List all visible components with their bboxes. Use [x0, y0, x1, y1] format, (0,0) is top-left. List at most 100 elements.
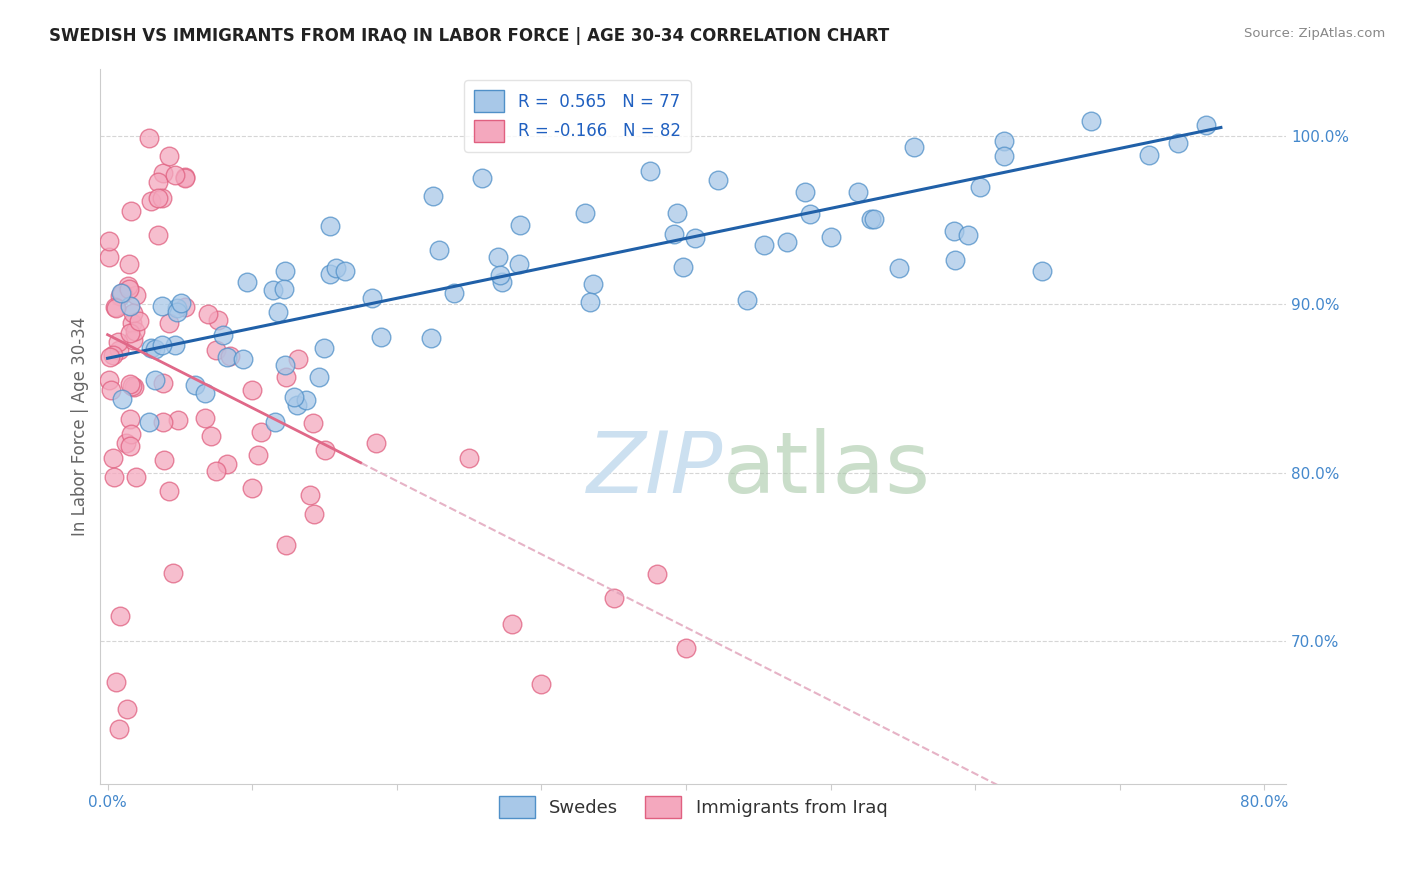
- Point: [117, 702, 139, 716]
- Point: [117, 279, 139, 293]
- Point: [100, 383, 122, 397]
- Point: [361, 291, 384, 305]
- Point: [240, 481, 263, 495]
- Point: [574, 206, 596, 220]
- Point: [174, 169, 197, 184]
- Point: [956, 227, 979, 242]
- Point: [108, 608, 131, 623]
- Point: [335, 264, 357, 278]
- Point: [509, 218, 531, 232]
- Point: [184, 378, 207, 392]
- Point: [118, 326, 141, 340]
- Point: [287, 352, 309, 367]
- Point: [157, 316, 180, 330]
- Point: [205, 464, 228, 478]
- Point: [232, 352, 254, 367]
- Point: [120, 427, 142, 442]
- Point: [420, 331, 443, 345]
- Text: Source: ZipAtlas.com: Source: ZipAtlas.com: [1244, 27, 1385, 40]
- Point: [366, 436, 388, 450]
- Point: [860, 211, 883, 226]
- Point: [314, 442, 336, 457]
- Point: [205, 343, 228, 357]
- Point: [1166, 136, 1188, 150]
- Point: [152, 376, 174, 391]
- Point: [200, 429, 222, 443]
- Point: [993, 134, 1015, 148]
- Point: [110, 285, 132, 300]
- Text: SWEDISH VS IMMIGRANTS FROM IRAQ IN LABOR FORCE | AGE 30-34 CORRELATION CHART: SWEDISH VS IMMIGRANTS FROM IRAQ IN LABOR…: [49, 27, 890, 45]
- Point: [194, 385, 217, 400]
- Point: [319, 267, 342, 281]
- Point: [274, 358, 297, 372]
- Point: [491, 275, 513, 289]
- Point: [124, 324, 146, 338]
- Point: [969, 179, 991, 194]
- Point: [108, 723, 131, 737]
- Point: [263, 415, 285, 429]
- Point: [107, 335, 129, 350]
- Point: [246, 449, 269, 463]
- Point: [125, 470, 148, 484]
- Point: [150, 191, 173, 205]
- Point: [675, 640, 697, 655]
- Point: [143, 373, 166, 387]
- Point: [664, 227, 686, 241]
- Point: [152, 166, 174, 180]
- Point: [285, 399, 308, 413]
- Point: [118, 439, 141, 453]
- Point: [304, 507, 326, 521]
- Point: [194, 411, 217, 425]
- Point: [236, 275, 259, 289]
- Point: [107, 343, 129, 358]
- Point: [111, 285, 134, 300]
- Point: [706, 173, 728, 187]
- Point: [582, 277, 605, 292]
- Point: [217, 457, 239, 471]
- Point: [163, 169, 186, 183]
- Point: [458, 450, 481, 465]
- Point: [148, 175, 170, 189]
- Point: [148, 227, 170, 242]
- Point: [110, 289, 132, 303]
- Point: [114, 435, 136, 450]
- Point: [173, 170, 195, 185]
- Point: [752, 238, 775, 252]
- Point: [942, 224, 965, 238]
- Text: ZIP: ZIP: [586, 428, 723, 511]
- Point: [174, 300, 197, 314]
- Point: [157, 483, 180, 498]
- Point: [262, 283, 284, 297]
- Point: [640, 164, 662, 178]
- Point: [312, 341, 335, 355]
- Point: [274, 370, 297, 384]
- Point: [122, 306, 145, 320]
- Point: [105, 301, 128, 315]
- Point: [219, 349, 242, 363]
- Point: [308, 370, 330, 384]
- Point: [138, 415, 160, 429]
- Point: [166, 301, 188, 315]
- Point: [422, 189, 444, 203]
- Point: [530, 677, 553, 691]
- Point: [101, 348, 124, 362]
- Point: [139, 194, 162, 209]
- Point: [125, 288, 148, 302]
- Point: [820, 230, 842, 244]
- Y-axis label: In Labor Force | Age 30-34: In Labor Force | Age 30-34: [72, 317, 89, 536]
- Point: [118, 282, 141, 296]
- Point: [793, 185, 815, 199]
- Point: [1195, 119, 1218, 133]
- Point: [443, 285, 465, 300]
- Point: [486, 250, 509, 264]
- Point: [122, 380, 145, 394]
- Point: [215, 350, 238, 364]
- Point: [735, 293, 758, 307]
- Point: [104, 300, 127, 314]
- Point: [98, 373, 121, 387]
- Point: [120, 299, 142, 313]
- Point: [1137, 148, 1160, 162]
- Point: [240, 384, 263, 398]
- Point: [111, 392, 134, 406]
- Point: [579, 295, 602, 310]
